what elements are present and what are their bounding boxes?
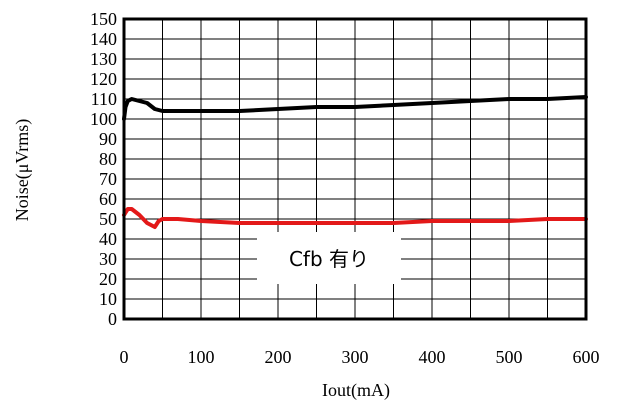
y-tick-label: 90 bbox=[99, 129, 117, 149]
plot-frame bbox=[122, 17, 588, 321]
y-tick-label: 50 bbox=[99, 209, 117, 229]
y-tick-label: 100 bbox=[90, 109, 117, 129]
x-axis-label: Iout(mA) bbox=[322, 380, 390, 401]
series-lines bbox=[122, 95, 588, 229]
annotation-box: Cfb 有り bbox=[257, 232, 401, 284]
y-tick-label: 10 bbox=[99, 289, 117, 309]
y-tick-label: 20 bbox=[99, 269, 117, 289]
y-tick-label: 130 bbox=[90, 49, 117, 69]
y-tick-label: 140 bbox=[90, 29, 117, 49]
y-tick-label: 70 bbox=[99, 169, 117, 189]
x-tick-label: 100 bbox=[188, 347, 215, 367]
x-tick-label: 200 bbox=[265, 347, 292, 367]
x-tick-label: 400 bbox=[419, 347, 446, 367]
annotation-background bbox=[257, 232, 401, 284]
annotation-label: Cfb 有り bbox=[289, 247, 369, 271]
y-tick-label: 110 bbox=[91, 89, 117, 109]
x-tick-label: 500 bbox=[496, 347, 523, 367]
y-tick-label: 40 bbox=[99, 229, 117, 249]
x-tick-label: 300 bbox=[342, 347, 369, 367]
series-line-black bbox=[122, 95, 588, 121]
x-tick-label: 0 bbox=[120, 347, 129, 367]
x-tick-label: 600 bbox=[573, 347, 600, 367]
y-tick-label: 80 bbox=[99, 149, 117, 169]
x-tick-labels: 0 100 200 300 400 500 600 bbox=[120, 347, 600, 367]
y-tick-label: 60 bbox=[99, 189, 117, 209]
series-line-red bbox=[122, 207, 588, 229]
y-axis-label: Noise(μVrms) bbox=[12, 119, 33, 222]
y-tick-label: 0 bbox=[108, 309, 117, 329]
y-tick-label: 120 bbox=[90, 69, 117, 89]
y-tick-label: 30 bbox=[99, 249, 117, 269]
y-tick-label: 150 bbox=[90, 9, 117, 29]
